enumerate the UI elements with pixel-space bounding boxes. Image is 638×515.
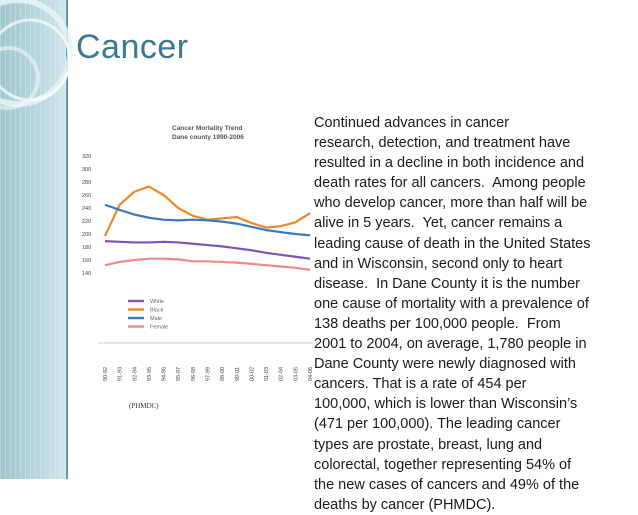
body-line: colorectal, together representing 54% of [314,456,572,473]
x-tick-label: 04-06 [308,367,314,381]
body-line: one cause of mortality with a prevalence… [314,295,589,312]
body-line: types are prostate, breast, lung and [314,436,543,453]
body-line: disease. In Dane County it is the number [314,275,580,292]
y-tick-label: 240 [82,206,91,212]
legend-label: Black [150,308,164,314]
x-tick-label: 90-92 [103,367,109,381]
x-tick-label: 98-00 [220,367,226,381]
body-line: the new cases of cancers and 49% of the [314,476,580,493]
x-tick-label: 00-02 [249,367,255,381]
x-tick-label: 03-05 [293,367,299,381]
x-tick-label: 94-96 [162,367,168,381]
body-line: Continued advances in cancer [314,115,510,131]
series-line-male [104,203,311,237]
y-tick-label: 260 [82,193,91,199]
decorative-band-stripes [0,0,66,479]
series-line-black [104,185,311,237]
body-line: and in Wisconsin, second only to heart [314,255,563,272]
body-line: 100,000, which is lower than Wisconsin’s [314,396,578,413]
accent-divider [66,0,68,479]
y-tick-label: 220 [82,219,91,225]
x-tick-label: 95-97 [176,367,182,381]
body-line: deaths by cancer (PHMDC). [314,496,496,513]
body-text: Continued advances in cancer research, de… [314,113,634,515]
x-tick-label: 97-99 [206,367,212,381]
legend-label: Female [150,325,168,331]
y-tick-label: 280 [82,180,91,186]
decorative-side-band [0,0,66,479]
y-tick-label: 140 [82,271,91,277]
body-line: 138 deaths per 100,000 people. From [314,315,561,332]
decorative-swirl [0,0,73,110]
x-tick-label: 92-94 [132,367,138,381]
mortality-chart: Cancer Mortality Trend Dane county 1990-2… [78,118,318,418]
chart-title: Cancer Mortality Trend [172,125,242,132]
x-tick-label: 93-95 [147,367,153,381]
y-tick-label: 180 [82,245,91,251]
series-line-female [104,257,311,271]
y-tick-label: 300 [82,167,91,173]
x-tick-label: 99-01 [235,367,241,381]
body-line: 2001 to 2004, on average, 1,780 people i… [314,336,587,353]
body-line: research, detection, and treatment have [314,135,571,152]
chart-svg: Cancer Mortality Trend Dane county 1990-2… [82,125,314,381]
body-line: Dane County were newly diagnosed with [314,356,576,373]
y-tick-label: 200 [82,232,91,238]
chart-subtitle: Dane county 1990-2006 [172,134,244,141]
chart-source: (PHMDC) [129,402,159,410]
legend-label: Male [150,316,162,322]
series-line-white [104,240,311,260]
legend-label: White [150,299,164,305]
x-tick-label: 01-03 [264,367,270,381]
x-tick-label: 02-04 [279,367,285,381]
body-line: leading cause of death in the United Sta… [314,235,591,252]
body-line: alive in 5 years. Yet, cancer remains a [314,215,563,232]
slide-title: Cancer [76,28,189,66]
body-line: who develop cancer, more than half will … [314,195,588,212]
x-tick-label: 96-98 [191,367,197,381]
body-line: cancers. That is a rate of 454 per [314,376,527,393]
body-line: resulted in a decline in both incidence … [314,155,585,172]
y-tick-label: 320 [82,154,91,160]
body-line: death rates for all cancers. Among peopl… [314,175,586,192]
x-tick-label: 91-93 [118,367,124,381]
y-tick-label: 160 [82,258,91,264]
body-line: (471 per 100,000). The leading cancer [314,416,561,433]
